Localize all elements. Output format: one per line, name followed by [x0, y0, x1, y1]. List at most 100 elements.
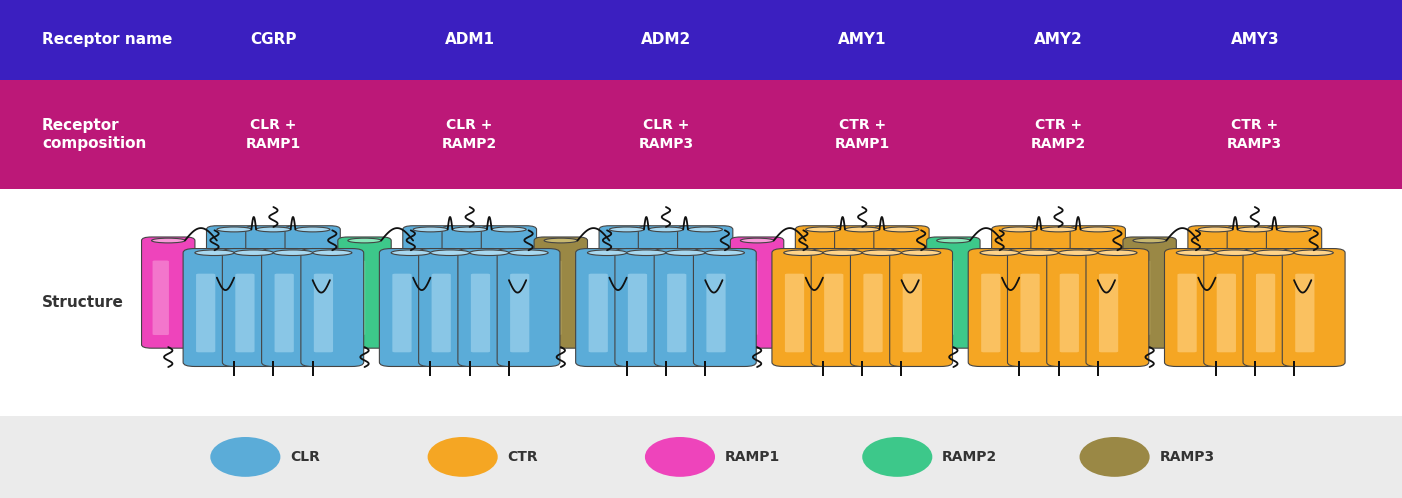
FancyBboxPatch shape [1277, 248, 1294, 317]
FancyBboxPatch shape [677, 226, 733, 330]
Ellipse shape [1133, 238, 1166, 243]
FancyBboxPatch shape [1283, 249, 1345, 367]
FancyBboxPatch shape [694, 249, 756, 367]
Text: ADM1: ADM1 [444, 32, 495, 47]
Ellipse shape [453, 227, 486, 232]
FancyBboxPatch shape [589, 274, 608, 352]
FancyBboxPatch shape [707, 274, 726, 352]
Text: RAMP1: RAMP1 [725, 450, 780, 464]
Text: Structure: Structure [42, 295, 123, 310]
FancyBboxPatch shape [206, 226, 262, 330]
Ellipse shape [784, 250, 823, 255]
FancyBboxPatch shape [806, 248, 823, 317]
Text: Receptor
composition: Receptor composition [42, 118, 146, 151]
FancyBboxPatch shape [196, 274, 216, 352]
FancyBboxPatch shape [927, 237, 980, 348]
FancyBboxPatch shape [649, 248, 666, 317]
FancyBboxPatch shape [402, 226, 458, 330]
Ellipse shape [862, 437, 932, 477]
FancyBboxPatch shape [576, 249, 638, 367]
FancyBboxPatch shape [393, 274, 412, 352]
Ellipse shape [348, 238, 381, 243]
FancyBboxPatch shape [1060, 274, 1080, 352]
FancyBboxPatch shape [834, 226, 890, 330]
FancyBboxPatch shape [481, 226, 537, 330]
FancyBboxPatch shape [1165, 249, 1227, 367]
FancyBboxPatch shape [615, 249, 677, 367]
FancyBboxPatch shape [845, 248, 862, 317]
FancyBboxPatch shape [1244, 249, 1305, 367]
FancyBboxPatch shape [1099, 274, 1119, 352]
FancyBboxPatch shape [742, 260, 757, 335]
FancyBboxPatch shape [458, 249, 520, 367]
FancyBboxPatch shape [510, 274, 530, 352]
FancyBboxPatch shape [285, 226, 341, 330]
FancyBboxPatch shape [314, 274, 334, 352]
Ellipse shape [492, 227, 526, 232]
FancyBboxPatch shape [217, 248, 234, 317]
FancyBboxPatch shape [380, 249, 442, 367]
Text: AMY3: AMY3 [1231, 32, 1279, 47]
Ellipse shape [645, 437, 715, 477]
FancyBboxPatch shape [1295, 274, 1315, 352]
FancyBboxPatch shape [903, 274, 923, 352]
FancyBboxPatch shape [545, 260, 561, 335]
Ellipse shape [217, 227, 251, 232]
FancyBboxPatch shape [301, 249, 363, 367]
Text: CLR +
RAMP3: CLR + RAMP3 [638, 118, 694, 151]
FancyBboxPatch shape [1047, 249, 1109, 367]
FancyBboxPatch shape [338, 237, 391, 348]
Ellipse shape [688, 227, 722, 232]
FancyBboxPatch shape [1227, 226, 1283, 330]
Ellipse shape [885, 227, 918, 232]
FancyBboxPatch shape [419, 249, 481, 367]
FancyBboxPatch shape [885, 248, 901, 317]
Text: RAMP3: RAMP3 [1159, 450, 1214, 464]
FancyBboxPatch shape [442, 226, 498, 330]
FancyBboxPatch shape [864, 274, 883, 352]
Ellipse shape [470, 250, 509, 255]
Ellipse shape [806, 227, 840, 232]
Text: RAMP2: RAMP2 [942, 450, 997, 464]
FancyBboxPatch shape [824, 274, 844, 352]
FancyBboxPatch shape [534, 237, 587, 348]
FancyBboxPatch shape [628, 274, 648, 352]
Ellipse shape [1080, 437, 1150, 477]
Text: ADM2: ADM2 [641, 32, 691, 47]
FancyBboxPatch shape [1238, 248, 1255, 317]
FancyBboxPatch shape [1042, 248, 1059, 317]
FancyBboxPatch shape [262, 249, 324, 367]
FancyBboxPatch shape [296, 248, 313, 317]
Ellipse shape [627, 250, 666, 255]
Ellipse shape [901, 250, 941, 255]
FancyBboxPatch shape [223, 249, 285, 367]
Ellipse shape [509, 250, 548, 255]
FancyBboxPatch shape [1217, 274, 1237, 352]
FancyBboxPatch shape [795, 226, 851, 330]
Ellipse shape [1019, 250, 1059, 255]
FancyBboxPatch shape [785, 274, 805, 352]
Ellipse shape [151, 238, 185, 243]
FancyBboxPatch shape [1187, 226, 1244, 330]
Ellipse shape [666, 250, 705, 255]
FancyBboxPatch shape [245, 226, 301, 330]
FancyBboxPatch shape [0, 80, 1402, 189]
Ellipse shape [1216, 250, 1255, 255]
FancyBboxPatch shape [414, 248, 430, 317]
Text: AMY2: AMY2 [1035, 32, 1082, 47]
Text: CTR +
RAMP3: CTR + RAMP3 [1227, 118, 1283, 151]
FancyBboxPatch shape [184, 249, 245, 367]
FancyBboxPatch shape [0, 416, 1402, 498]
FancyBboxPatch shape [1081, 248, 1098, 317]
FancyBboxPatch shape [0, 189, 1402, 416]
FancyBboxPatch shape [599, 226, 655, 330]
FancyBboxPatch shape [236, 274, 255, 352]
Ellipse shape [1002, 227, 1036, 232]
FancyBboxPatch shape [873, 226, 930, 330]
Ellipse shape [234, 250, 273, 255]
FancyBboxPatch shape [991, 226, 1047, 330]
Text: Receptor name: Receptor name [42, 32, 172, 47]
FancyBboxPatch shape [688, 248, 705, 317]
FancyBboxPatch shape [153, 260, 168, 335]
Ellipse shape [1098, 250, 1137, 255]
